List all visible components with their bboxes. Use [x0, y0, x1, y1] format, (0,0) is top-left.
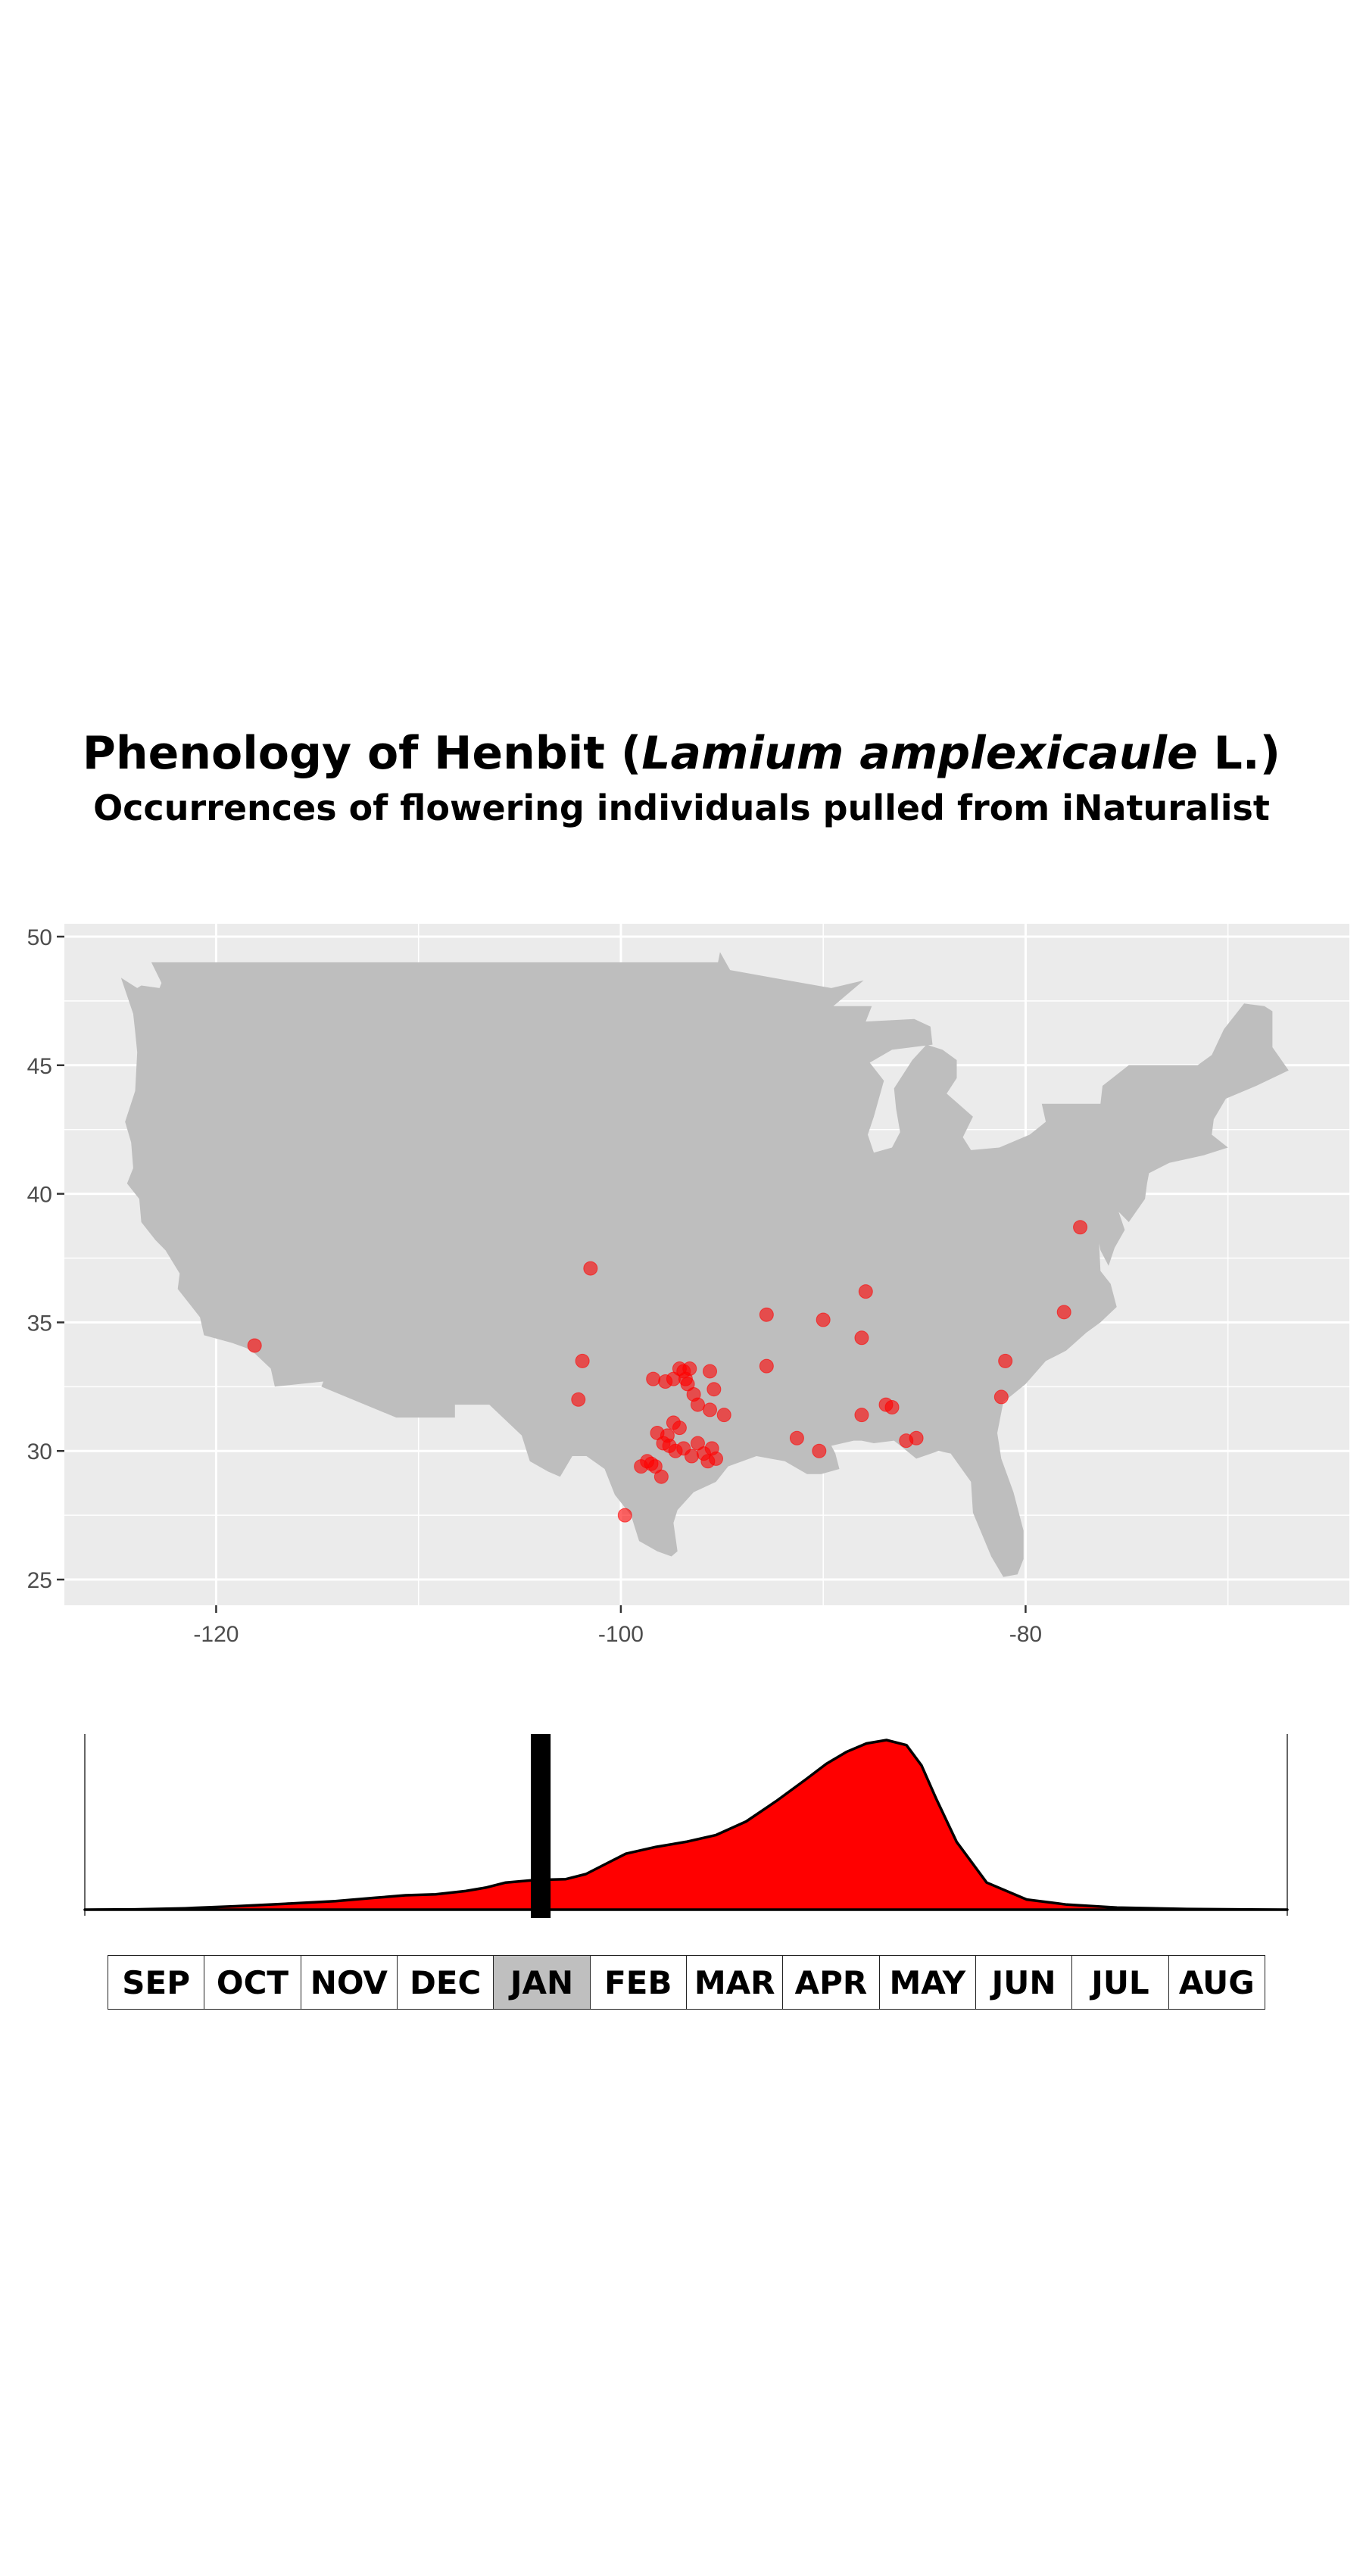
occurrence-point — [247, 1338, 262, 1353]
x-tick-label: -80 — [1009, 1622, 1042, 1647]
month-oct[interactable]: OCT — [204, 1956, 301, 2009]
month-jan[interactable]: JAN — [494, 1956, 591, 2009]
occurrence-point — [759, 1358, 774, 1374]
month-mar[interactable]: MAR — [686, 1956, 784, 2009]
occurrence-point — [690, 1397, 705, 1412]
y-tick-label: 50 — [27, 925, 52, 950]
x-tick-label: -100 — [598, 1622, 644, 1647]
occurrence-point — [909, 1430, 924, 1445]
flowering-density-chart — [83, 1734, 1289, 1918]
month-may[interactable]: MAY — [879, 1956, 976, 2009]
x-tick-label: -120 — [193, 1622, 239, 1647]
occurrence-map: 25 30 35 40 45 50 -120 -100 -80 — [27, 924, 1349, 1647]
title-block: Phenology of Henbit (Lamium amplexicaule… — [0, 723, 1363, 831]
occurrence-point — [672, 1421, 687, 1436]
occurrence-point — [682, 1361, 697, 1377]
title-suffix: L.) — [1197, 727, 1281, 780]
chart-title: Phenology of Henbit (Lamium amplexicaule… — [0, 723, 1363, 784]
y-tick-label: 40 — [27, 1183, 52, 1208]
y-tick-label: 30 — [27, 1439, 52, 1464]
occurrence-point — [812, 1443, 827, 1458]
occurrence-point — [884, 1399, 900, 1414]
occurrence-point — [684, 1449, 699, 1464]
occurrence-point — [993, 1389, 1009, 1405]
occurrence-point — [704, 1441, 719, 1456]
occurrence-point — [571, 1392, 586, 1407]
occurrence-point — [998, 1353, 1013, 1368]
density-frame — [84, 1734, 1288, 1916]
title-prefix: Phenology of Henbit ( — [82, 727, 642, 780]
occurrence-point — [716, 1408, 731, 1423]
map-axes: 25 30 35 40 45 50 -120 -100 -80 — [27, 925, 1042, 1647]
chart-subtitle: Occurrences of flowering individuals pul… — [93, 787, 1270, 828]
occurrence-point — [703, 1364, 718, 1379]
occurrence-point — [583, 1261, 598, 1276]
y-tick-label: 35 — [27, 1311, 52, 1336]
occurrence-point — [1056, 1305, 1071, 1320]
occurrence-point — [634, 1459, 649, 1474]
month-dec[interactable]: DEC — [397, 1956, 494, 2009]
occurrence-point — [575, 1353, 590, 1368]
month-nov[interactable]: NOV — [301, 1956, 398, 2009]
month-selector: SEP OCT NOV DEC JAN FEB MAR APR MAY JUN JUL AUG — [108, 1955, 1265, 2010]
occurrence-point — [706, 1382, 722, 1397]
month-aug[interactable]: AUG — [1168, 1956, 1265, 2009]
month-feb[interactable]: FEB — [590, 1956, 687, 2009]
title-scientific-name: Lamium amplexicaule — [641, 727, 1198, 780]
month-jul[interactable]: JUL — [1072, 1956, 1169, 2009]
occurrence-point — [816, 1312, 831, 1327]
occurrence-point — [854, 1408, 869, 1423]
y-tick-label: 45 — [27, 1054, 52, 1079]
occurrence-point — [759, 1307, 774, 1322]
month-jun[interactable]: JUN — [975, 1956, 1073, 2009]
occurrence-point — [653, 1469, 669, 1484]
density-curve-area — [83, 1739, 1289, 1911]
occurrence-point — [858, 1284, 873, 1299]
occurrence-point — [789, 1430, 804, 1445]
month-apr[interactable]: APR — [783, 1956, 880, 2009]
occurrence-point — [854, 1330, 869, 1346]
month-sep[interactable]: SEP — [108, 1956, 205, 2009]
current-date-marker — [531, 1734, 551, 1918]
occurrence-point — [1073, 1220, 1088, 1235]
occurrence-points — [247, 1220, 1088, 1523]
occurrence-point — [703, 1402, 718, 1417]
us-landmass — [120, 952, 1289, 1577]
y-tick-label: 25 — [27, 1568, 52, 1593]
occurrence-point — [650, 1425, 665, 1440]
occurrence-point — [617, 1508, 632, 1523]
